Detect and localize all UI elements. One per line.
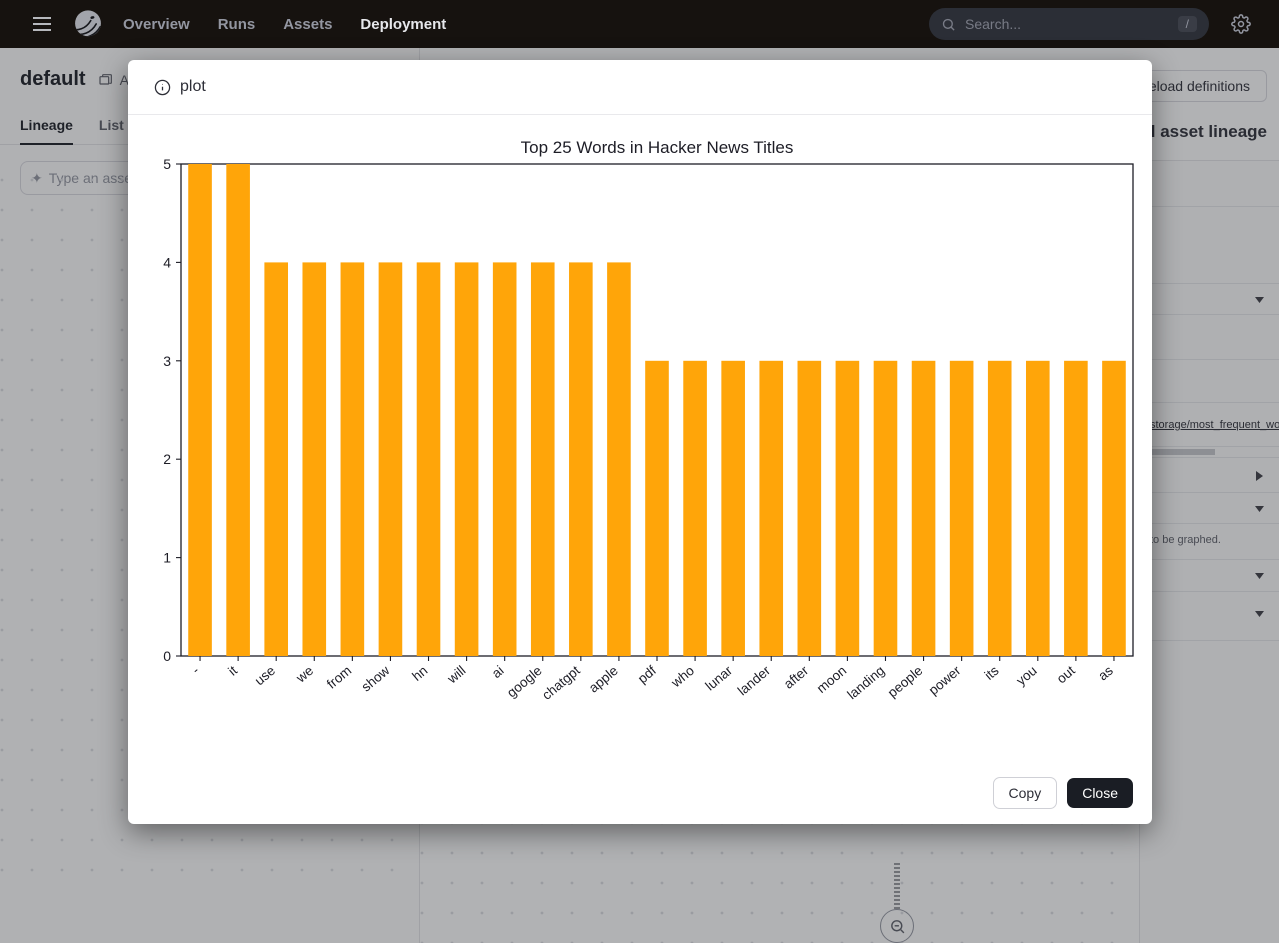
svg-text:3: 3 — [163, 353, 171, 369]
svg-text:it: it — [225, 663, 240, 679]
svg-text:people: people — [885, 663, 926, 701]
svg-text:pdf: pdf — [635, 663, 659, 687]
svg-text:apple: apple — [586, 663, 621, 696]
svg-text:out: out — [1054, 663, 1078, 687]
svg-text:you: you — [1013, 663, 1039, 688]
svg-text:we: we — [293, 663, 317, 686]
svg-text:will: will — [444, 663, 469, 687]
svg-text:lunar: lunar — [702, 662, 735, 693]
svg-text:5: 5 — [163, 156, 171, 172]
svg-text:lander: lander — [735, 662, 774, 698]
svg-text:its: its — [982, 663, 1002, 683]
svg-text:2: 2 — [163, 451, 171, 467]
svg-text:after: after — [781, 662, 812, 691]
svg-text:ai: ai — [489, 663, 507, 681]
svg-text:hn: hn — [409, 663, 430, 684]
svg-text:landing: landing — [844, 663, 887, 702]
svg-text:use: use — [252, 663, 278, 688]
svg-text:Top 25 Words in Hacker News Ti: Top 25 Words in Hacker News Titles — [521, 138, 794, 157]
svg-text:power: power — [926, 662, 964, 697]
svg-text:who: who — [668, 663, 697, 691]
svg-text:0: 0 — [163, 648, 171, 664]
svg-text:show: show — [359, 663, 393, 695]
svg-text:chatgpt: chatgpt — [539, 663, 583, 703]
svg-text:1: 1 — [163, 550, 171, 566]
svg-text:-: - — [189, 663, 202, 677]
svg-text:as: as — [1095, 663, 1116, 684]
svg-text:google: google — [504, 663, 545, 701]
svg-text:4: 4 — [163, 254, 171, 270]
svg-text:from: from — [324, 663, 354, 692]
